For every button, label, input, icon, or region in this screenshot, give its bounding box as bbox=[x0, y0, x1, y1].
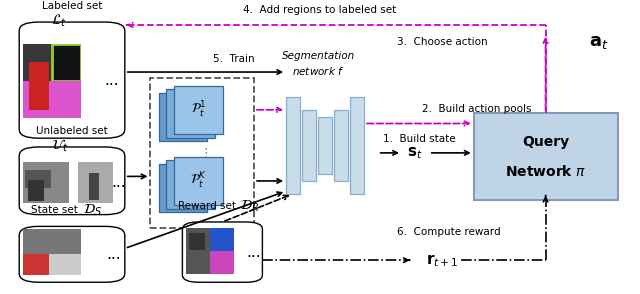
Bar bbox=[174, 86, 223, 134]
Text: 2.  Build action pools: 2. Build action pools bbox=[422, 104, 532, 114]
Text: Segmentation: Segmentation bbox=[282, 51, 355, 61]
Text: Reward set: Reward set bbox=[178, 201, 236, 211]
Text: Unlabeled set: Unlabeled set bbox=[36, 126, 108, 136]
Text: 3.  Choose action: 3. Choose action bbox=[397, 37, 488, 47]
Text: $\mathbf{a}_t$: $\mathbf{a}_t$ bbox=[589, 33, 608, 51]
Bar bbox=[334, 110, 348, 181]
Text: Query: Query bbox=[522, 135, 569, 149]
Text: $\mathcal{P}_t^K$: $\mathcal{P}_t^K$ bbox=[190, 171, 207, 191]
FancyBboxPatch shape bbox=[182, 222, 262, 282]
Text: $\mathcal{P}_t^1$: $\mathcal{P}_t^1$ bbox=[191, 100, 206, 120]
Bar bbox=[318, 117, 332, 174]
Bar bbox=[159, 164, 207, 212]
FancyBboxPatch shape bbox=[19, 22, 125, 138]
Text: $\mathcal{U}_t$: $\mathcal{U}_t$ bbox=[51, 137, 69, 154]
Bar bbox=[286, 97, 300, 194]
Bar bbox=[302, 110, 316, 181]
Bar bbox=[166, 160, 215, 209]
Text: $\mathcal{D}_R$: $\mathcal{D}_R$ bbox=[240, 198, 259, 213]
Text: $\mathcal{D}_S$: $\mathcal{D}_S$ bbox=[83, 203, 102, 218]
Text: State set: State set bbox=[31, 205, 78, 215]
Text: $\mathcal{L}_t$: $\mathcal{L}_t$ bbox=[51, 12, 67, 29]
Bar bbox=[166, 89, 215, 138]
Text: 6.  Compute reward: 6. Compute reward bbox=[397, 227, 500, 237]
Text: ...: ... bbox=[105, 73, 119, 88]
Text: 1.  Build state: 1. Build state bbox=[383, 134, 455, 144]
Bar bbox=[474, 113, 618, 200]
Text: ...: ... bbox=[107, 247, 121, 262]
Bar bbox=[174, 157, 223, 205]
Text: Network $\pi$: Network $\pi$ bbox=[505, 164, 586, 179]
Text: 5.  Train: 5. Train bbox=[212, 54, 255, 64]
Text: $\mathbf{s}_t$: $\mathbf{s}_t$ bbox=[407, 145, 422, 161]
Text: ...: ... bbox=[247, 245, 261, 260]
Text: Labeled set: Labeled set bbox=[42, 1, 102, 11]
Bar bbox=[350, 97, 364, 194]
Bar bbox=[150, 78, 254, 228]
Bar bbox=[159, 93, 207, 141]
Text: ...: ... bbox=[111, 175, 125, 190]
Text: network $f$: network $f$ bbox=[292, 66, 344, 77]
Text: $\vdots$: $\vdots$ bbox=[199, 146, 208, 161]
FancyBboxPatch shape bbox=[19, 226, 125, 282]
FancyBboxPatch shape bbox=[19, 147, 125, 215]
Text: $\mathbf{r}_{t+1}$: $\mathbf{r}_{t+1}$ bbox=[426, 252, 458, 268]
Text: 4.  Add regions to labeled set: 4. Add regions to labeled set bbox=[243, 5, 397, 15]
